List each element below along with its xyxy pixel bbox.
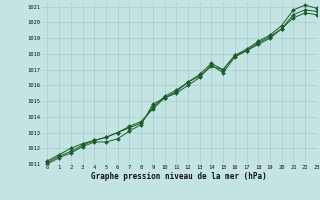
X-axis label: Graphe pression niveau de la mer (hPa): Graphe pression niveau de la mer (hPa): [91, 172, 267, 181]
